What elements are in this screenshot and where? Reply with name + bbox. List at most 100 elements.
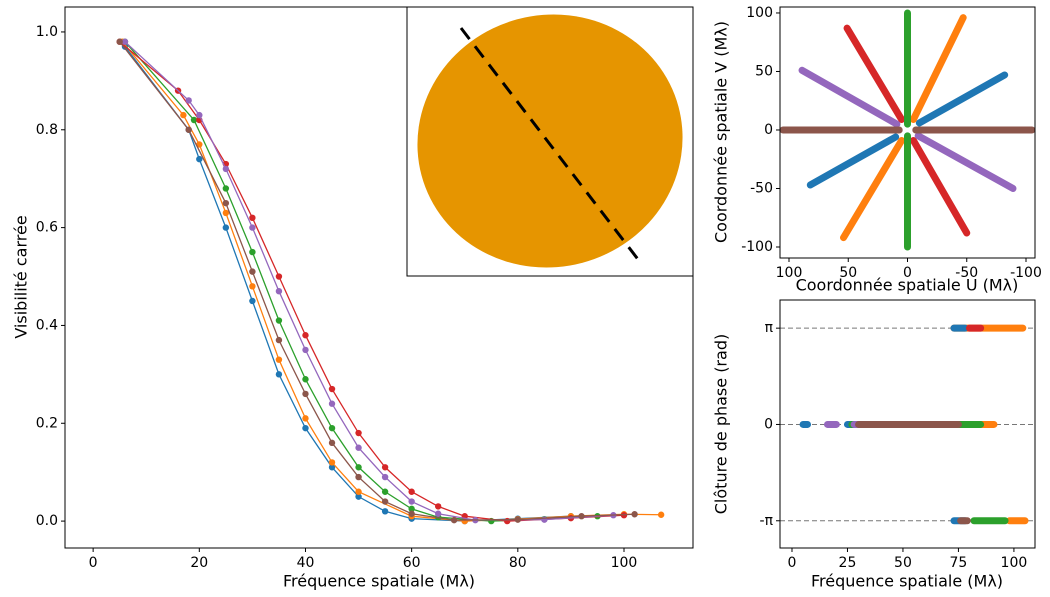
x-tick-label: 80 (509, 555, 527, 571)
y-tick-label: -50 (750, 180, 773, 196)
data-point (222, 209, 230, 217)
point-run (806, 71, 1009, 189)
point-run (843, 24, 971, 237)
data-point (275, 371, 283, 378)
x-tick-label: 75 (950, 555, 968, 571)
point-run (855, 420, 971, 525)
data-point (275, 273, 283, 280)
data-point (381, 464, 389, 471)
data-point (381, 488, 389, 495)
data-point (631, 511, 638, 518)
data-point (355, 429, 362, 437)
x-tick-label: 60 (403, 555, 421, 571)
x-tick-label: -50 (955, 265, 978, 281)
y-tick-label: 1.0 (36, 24, 58, 40)
data-point (302, 424, 309, 432)
data-point (190, 116, 198, 124)
y-axis-label: Clôture de phase (rad) (712, 334, 731, 514)
data-point (355, 488, 362, 495)
y-tick-label: 0 (764, 416, 773, 432)
y-tick-label: 0.6 (36, 220, 58, 236)
x-tick-label: 100 (776, 265, 803, 281)
data-point (381, 473, 389, 481)
model-curve (119, 41, 635, 521)
point-run (840, 14, 967, 242)
x-tick-label: 40 (297, 555, 315, 571)
data-point (275, 317, 283, 324)
axes-frame (779, 299, 1036, 549)
data-point (355, 444, 362, 451)
data-point (328, 439, 336, 447)
y-tick-label: -π (760, 513, 774, 529)
x-tick-label: 0 (89, 555, 98, 571)
x-tick-label: 0 (788, 555, 797, 571)
data-point (185, 126, 192, 133)
data-point (249, 268, 256, 275)
data-point (541, 516, 548, 523)
data-point (381, 508, 389, 515)
y-tick-label: 50 (755, 63, 773, 79)
data-point (657, 511, 665, 518)
x-tick-label: 20 (190, 555, 208, 571)
data-point (328, 400, 336, 407)
point-run (798, 66, 1017, 192)
y-tick-label: 0.2 (36, 415, 58, 431)
data-point (381, 498, 389, 505)
data-point (222, 185, 230, 192)
x-axis-label: Coordonnée spatiale U (Mλ) (796, 276, 1019, 295)
inset (406, 6, 694, 277)
x-tick-label: -100 (1010, 265, 1042, 281)
x-tick-label: 50 (894, 555, 912, 571)
y-tick-label: 0.4 (36, 317, 58, 333)
y-tick-label: -100 (741, 239, 773, 255)
data-point (434, 510, 442, 517)
y-tick-label: 0.0 (36, 513, 58, 529)
x-tick-label: 25 (839, 555, 857, 571)
data-point (302, 376, 309, 383)
data-point (408, 510, 415, 517)
y-tick-label: 0 (764, 122, 773, 138)
data-point (578, 513, 585, 520)
data-point (355, 473, 362, 481)
y-tick-label: π (765, 320, 774, 336)
data-point (249, 214, 256, 222)
y-tick-label: 100 (746, 5, 773, 21)
data-point (302, 332, 309, 339)
data-point (355, 464, 362, 471)
data-point (302, 346, 309, 354)
data-point (275, 356, 283, 363)
data-point (408, 498, 415, 505)
data-point (222, 199, 230, 207)
data-point (180, 111, 187, 119)
data-point (408, 505, 415, 513)
data-point (355, 493, 362, 500)
data-point (222, 165, 230, 173)
data-point (434, 503, 442, 510)
x-axis-label: Fréquence spatiale (Mλ) (811, 572, 1003, 591)
x-axis-label: Fréquence spatiale (Mλ) (283, 572, 475, 591)
y-axis-label: Coordonnée spatiale V (Mλ) (712, 21, 731, 243)
y-tick-label: 0.8 (36, 122, 58, 138)
x-tick-label: 0 (903, 265, 912, 281)
data-point (450, 516, 458, 524)
data-point (249, 283, 256, 290)
axes-frame (64, 6, 694, 549)
x-tick-label: 100 (611, 555, 638, 571)
data-point (249, 297, 256, 305)
data-point (116, 38, 123, 45)
axes-frame (779, 6, 1036, 259)
x-tick-label: 100 (1001, 555, 1028, 571)
data-point (275, 336, 283, 344)
data-point (408, 488, 415, 495)
data-point (302, 415, 309, 422)
data-point (275, 287, 283, 295)
data-point (514, 516, 522, 523)
data-point (196, 141, 203, 148)
data-point (328, 459, 336, 466)
data-point (222, 224, 230, 231)
data-point (121, 38, 129, 45)
data-point (328, 464, 336, 471)
data-point (249, 224, 256, 231)
